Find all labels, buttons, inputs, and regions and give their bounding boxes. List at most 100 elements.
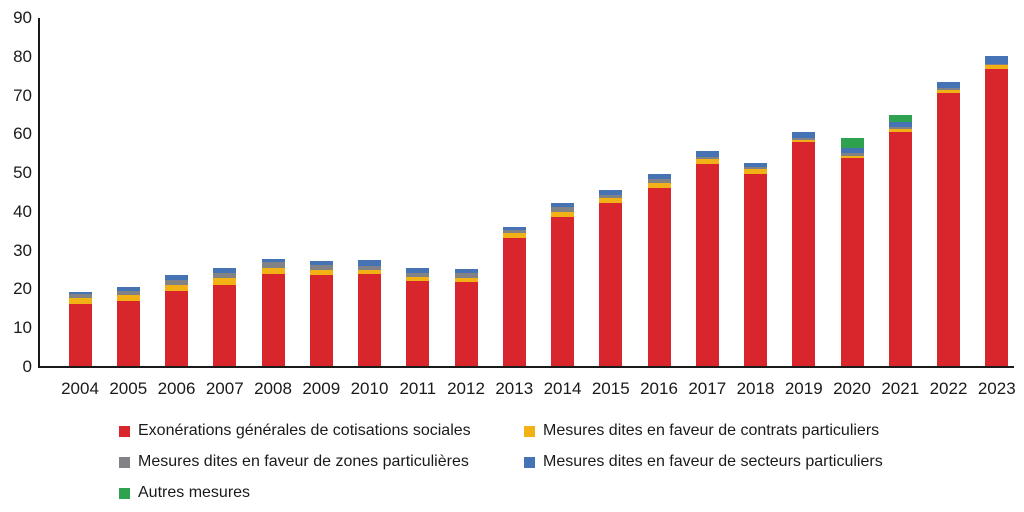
y-tick-label-70: 70 [13, 85, 32, 105]
legend-swatch-icon [119, 487, 130, 499]
bar-segment-2004 [68, 294, 92, 298]
x-label-2014: 2014 [543, 379, 582, 398]
legend-label: Mesures dites en faveur de secteurs part… [543, 453, 883, 470]
bar-segment-2021 [888, 127, 912, 130]
bar-segment-2019 [792, 141, 816, 366]
bar-segment-2010 [358, 260, 381, 266]
bar-segment-2007 [213, 284, 237, 366]
bar-segment-2004 [68, 297, 92, 304]
bar-segment-2014 [551, 216, 574, 366]
bar-segment-2008 [261, 258, 285, 263]
bar-segment-2017 [695, 151, 719, 157]
bar-segment-2016 [647, 174, 671, 180]
legend-label: Exonérations générales de cotisations so… [138, 422, 471, 439]
legend-swatch-icon [524, 456, 535, 468]
bar-segment-2016 [647, 183, 671, 188]
bar-segment-2011 [406, 276, 430, 282]
y-tick-label-30: 30 [13, 240, 32, 260]
x-label-2019: 2019 [784, 379, 823, 398]
bar-segment-2019 [792, 139, 816, 142]
bar-segment-2018 [744, 169, 767, 175]
x-axis-line [38, 366, 1014, 368]
bar-segment-2021 [888, 122, 912, 128]
bar-segment-2020 [840, 137, 864, 148]
bar-segment-2016 [647, 179, 671, 184]
bar-segment-2009 [309, 260, 333, 266]
y-tick-label-20: 20 [13, 279, 32, 299]
bar-segment-2017 [695, 163, 719, 366]
x-label-2005: 2005 [109, 379, 148, 398]
y-tick-label-90: 90 [13, 8, 32, 27]
bar-segment-2005 [116, 300, 140, 366]
x-label-2011: 2011 [399, 379, 437, 398]
y-tick-label-80: 80 [13, 46, 32, 66]
bar-segment-2018 [744, 174, 767, 366]
y-tick-label-0: 0 [22, 357, 32, 376]
bar-segment-2015 [599, 189, 623, 195]
bar-segment-2021 [888, 115, 912, 123]
legend-item: Mesures dites en faveur de contrats part… [524, 421, 883, 441]
y-tick-label-40: 40 [13, 201, 32, 221]
bar-segment-2012 [454, 273, 478, 278]
bar-segment-2013 [502, 227, 526, 231]
bar-segment-2013 [502, 230, 526, 233]
x-label-2018: 2018 [736, 379, 775, 398]
bar-segment-2006 [165, 284, 188, 292]
bar-segment-2022 [937, 82, 960, 89]
bar-segment-2018 [744, 167, 767, 170]
bar-segment-2004 [68, 291, 92, 295]
bar-segment-2022 [937, 89, 960, 93]
x-label-2022: 2022 [929, 379, 968, 398]
bar-segment-2018 [744, 162, 767, 168]
bar-segment-2012 [454, 277, 478, 282]
bar-segment-2011 [406, 272, 430, 277]
x-label-2021: 2021 [881, 379, 920, 398]
bar-segment-2007 [213, 272, 237, 278]
bar-segment-2020 [840, 157, 864, 366]
legend-swatch-icon [524, 425, 535, 437]
bar-segment-2016 [647, 188, 671, 366]
bar-segment-2019 [792, 137, 816, 140]
bar-segment-2020 [840, 155, 864, 158]
legend-item: Exonérations générales de cotisations so… [119, 421, 524, 441]
bar-segment-2009 [309, 270, 333, 276]
legend-label: Mesures dites en faveur de zones particu… [138, 453, 469, 470]
bar-segment-2009 [309, 265, 333, 271]
legend-item: Mesures dites en faveur de zones particu… [119, 452, 524, 472]
x-label-2008: 2008 [254, 379, 292, 398]
bar-segment-2019 [792, 132, 816, 138]
bar-segment-2005 [116, 295, 140, 301]
x-label-2009: 2009 [302, 379, 341, 398]
bar-segment-2008 [261, 267, 285, 274]
bar-segment-2015 [599, 198, 623, 203]
bar-segment-2005 [116, 291, 140, 296]
x-label-2007: 2007 [205, 379, 244, 398]
bar-segment-2014 [551, 202, 574, 208]
legend-label: Mesures dites en faveur de contrats part… [543, 422, 880, 439]
bar-segment-2006 [165, 275, 188, 280]
bar-segment-2007 [213, 268, 237, 273]
y-tick-label-10: 10 [13, 318, 32, 338]
x-label-2013: 2013 [495, 379, 534, 398]
bar-segment-2020 [840, 152, 864, 156]
bar-segment-2022 [937, 93, 960, 366]
bar-segment-2006 [165, 279, 188, 285]
bar-segment-2005 [116, 286, 140, 292]
y-axis-line [38, 18, 40, 367]
legend-swatch-icon [119, 456, 130, 468]
bar-segment-2021 [888, 129, 912, 132]
x-label-2012: 2012 [447, 379, 485, 398]
bar-segment-2010 [358, 270, 381, 275]
bar-segment-2011 [406, 268, 430, 273]
bar-segment-2023 [985, 64, 1009, 69]
x-label-2020: 2020 [833, 379, 871, 398]
x-label-2015: 2015 [591, 379, 630, 398]
bar-segment-2015 [599, 194, 623, 199]
bar-segment-2013 [502, 232, 526, 239]
bar-segment-2021 [888, 131, 912, 366]
x-label-2006: 2006 [157, 379, 196, 398]
bar-segment-2010 [358, 274, 381, 366]
y-tick-label-60: 60 [13, 124, 32, 144]
bar-segment-2023 [985, 63, 1009, 65]
